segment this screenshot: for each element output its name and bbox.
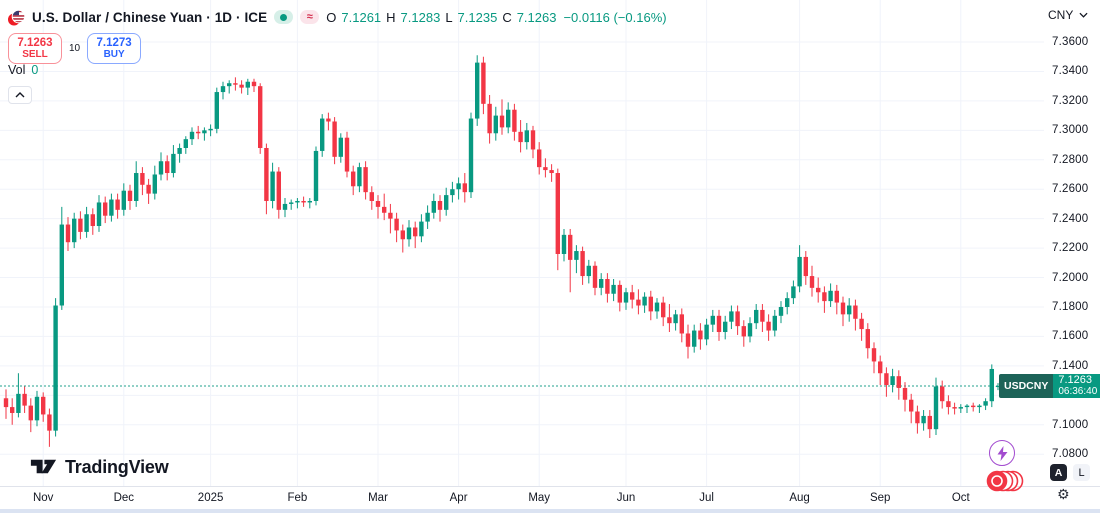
log-scale-button[interactable]: L — [1073, 464, 1090, 481]
legend-collapse-button[interactable] — [8, 86, 32, 104]
boost-button[interactable] — [989, 440, 1015, 466]
currency-label: CNY — [1048, 8, 1074, 22]
price-tick: 7.3400 — [1052, 65, 1089, 78]
price-tick: 7.2400 — [1052, 212, 1089, 225]
sell-label: SELL — [22, 49, 48, 61]
time-tick: Feb — [287, 492, 308, 504]
price-tick: 7.1400 — [1052, 359, 1089, 372]
sell-button[interactable]: 7.1263 SELL — [8, 33, 62, 64]
time-tick: Sep — [869, 492, 891, 504]
price-tick: 7.0800 — [1052, 448, 1089, 461]
window-bottom-edge — [0, 509, 1100, 513]
trade-panel: 7.1263 SELL 10 7.1273 BUY — [8, 33, 142, 64]
price-tick: 7.3600 — [1052, 36, 1089, 48]
volume-legend: Vol 0 — [8, 63, 38, 77]
price-tick: 7.1600 — [1052, 330, 1089, 343]
price-tick: 7.2800 — [1052, 153, 1089, 166]
price-label-countdown: 06:36:40 — [1058, 386, 1098, 398]
price-tick: 7.2000 — [1052, 271, 1089, 284]
market-status-icon[interactable] — [274, 10, 294, 24]
price-tick: 7.2600 — [1052, 183, 1089, 196]
buy-price: 7.1273 — [96, 36, 132, 49]
time-tick: Nov — [32, 492, 54, 504]
coins-button[interactable] — [984, 467, 1024, 500]
volume-value: 0 — [31, 63, 39, 77]
price-tick: 7.3000 — [1052, 124, 1089, 137]
change-value: −0.0116 (−0.16%) — [563, 9, 667, 25]
time-tick: Dec — [113, 492, 135, 504]
low-value: 7.1235 — [457, 9, 498, 25]
lightning-icon — [997, 445, 1007, 461]
price-axis[interactable]: 7.3600 7.3400 7.3200 7.3000 7.2800 7.2600 7.24… — [1046, 0, 1100, 486]
chevron-up-icon — [15, 92, 25, 98]
price-tick: 7.1800 — [1052, 300, 1089, 313]
tradingview-brand[interactable]: TradingView — [30, 455, 169, 479]
price-tick: 7.1000 — [1052, 418, 1089, 431]
chart-legend: U.S. Dollar / Chinese Yuan · 1D · ICE ≈ … — [8, 8, 667, 26]
sell-price: 7.1263 — [17, 36, 53, 49]
symbol-title[interactable]: U.S. Dollar / Chinese Yuan · 1D · ICE — [32, 9, 268, 25]
volume-label[interactable]: Vol — [8, 63, 26, 77]
high-value: 7.1283 — [400, 9, 441, 25]
close-value: 7.1263 — [516, 9, 557, 25]
ohlc-values: O 7.1261 H 7.1283 L 7.1235 C 7.1263 −0.0116 … — [326, 10, 666, 25]
close-key: C — [502, 9, 512, 25]
time-axis[interactable]: Nov Dec 2025 Feb Mar Apr May Jun Jul Aug Sep Oct — [0, 486, 1100, 508]
price-label-value: 7.1263 — [1058, 374, 1092, 387]
time-tick: May — [528, 492, 551, 504]
buy-label: BUY — [103, 49, 125, 61]
price-scale-currency-select[interactable]: CNY — [1048, 8, 1088, 22]
time-tick: 2025 — [197, 492, 224, 504]
coins-icon — [986, 470, 1024, 492]
time-tick: Aug — [789, 492, 810, 504]
price-tick: 7.2200 — [1052, 242, 1089, 255]
time-tick: Jun — [616, 492, 636, 504]
open-key: O — [326, 9, 337, 25]
open-value: 7.1261 — [341, 9, 382, 25]
spread-value: 10 — [69, 43, 81, 54]
brand-name: TradingView — [65, 456, 169, 477]
time-tick: Oct — [951, 492, 970, 504]
price-tick: 7.3200 — [1052, 94, 1089, 107]
time-tick: Apr — [449, 492, 468, 504]
last-price-label: USDCNY 7.1263 06:36:40 — [999, 374, 1100, 399]
usdcny-flag-icon — [8, 9, 25, 25]
chevron-down-icon — [1079, 12, 1088, 18]
time-tick: Jul — [699, 492, 714, 504]
time-tick: Mar — [368, 492, 388, 504]
price-label-symbol: USDCNY — [999, 374, 1054, 399]
buy-button[interactable]: 7.1273 BUY — [87, 33, 142, 64]
auto-scale-button[interactable]: A — [1050, 464, 1067, 481]
high-key: H — [386, 9, 396, 25]
tradingview-logo-icon — [30, 459, 57, 474]
delayed-data-icon[interactable]: ≈ — [300, 10, 320, 24]
scale-mode-buttons: A L — [1050, 464, 1090, 481]
settings-gear-icon[interactable]: ⚙ — [1057, 487, 1070, 503]
low-key: L — [445, 9, 453, 25]
